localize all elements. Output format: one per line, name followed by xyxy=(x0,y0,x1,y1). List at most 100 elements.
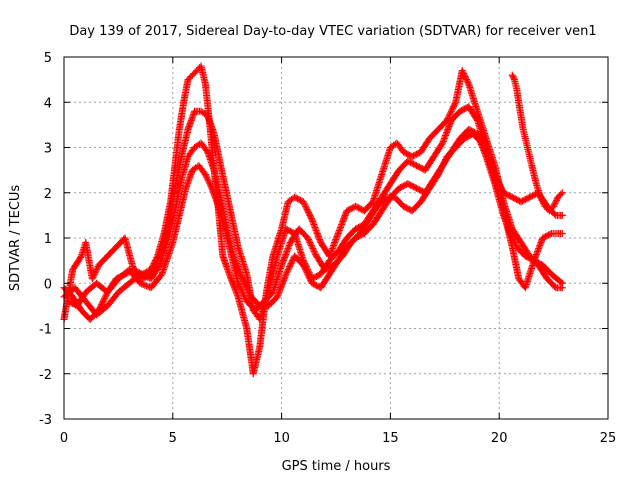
data-point xyxy=(286,263,294,271)
data-point xyxy=(302,202,310,210)
data-point xyxy=(303,269,311,277)
data-point xyxy=(460,71,468,79)
y-tick-label: 2 xyxy=(44,187,52,202)
data-point xyxy=(100,296,108,304)
chart-title: Day 139 of 2017, Sidereal Day-to-day VTE… xyxy=(69,24,596,39)
data-point xyxy=(136,279,144,287)
data-point xyxy=(304,270,312,278)
data-point xyxy=(446,110,454,118)
data-point xyxy=(307,240,315,248)
data-point xyxy=(473,115,481,123)
data-point xyxy=(539,198,547,206)
data-point xyxy=(138,271,146,279)
data-point xyxy=(438,163,446,171)
data-point xyxy=(283,269,291,277)
data-point xyxy=(245,288,253,296)
data-point xyxy=(550,202,558,210)
data-point xyxy=(546,230,554,238)
x-tick-label: 20 xyxy=(491,431,508,446)
x-tick-label: 5 xyxy=(169,431,177,446)
data-point xyxy=(300,199,308,207)
data-point xyxy=(381,195,389,203)
data-point xyxy=(309,245,317,253)
data-point xyxy=(537,195,545,203)
data-point xyxy=(450,101,458,109)
data-point xyxy=(238,287,246,295)
data-point xyxy=(458,67,466,75)
data-point xyxy=(91,269,99,277)
data-point xyxy=(451,100,459,108)
data-point xyxy=(509,73,517,81)
y-tick-label: 3 xyxy=(44,142,52,157)
data-point xyxy=(101,294,109,302)
data-point xyxy=(157,272,165,280)
data-point xyxy=(207,181,215,189)
data-point xyxy=(90,272,98,280)
data-point xyxy=(299,198,307,206)
data-point xyxy=(558,229,566,237)
data-point xyxy=(234,279,242,287)
data-point xyxy=(288,257,296,265)
y-tick-label: 5 xyxy=(44,51,52,66)
data-point xyxy=(205,178,213,186)
data-point xyxy=(204,177,212,185)
x-axis-label: GPS time / hours xyxy=(282,459,391,474)
y-tick-label: -2 xyxy=(39,368,52,383)
data-point xyxy=(89,273,97,281)
data-point xyxy=(300,263,308,271)
data-point xyxy=(463,76,471,84)
data-point xyxy=(307,213,315,221)
data-point xyxy=(461,73,469,81)
series-track-d xyxy=(64,130,566,314)
data-point xyxy=(538,196,546,204)
data-point xyxy=(101,293,109,301)
data-point xyxy=(285,264,293,272)
data-point xyxy=(243,284,251,292)
data-point xyxy=(90,270,98,278)
data-point xyxy=(448,106,456,114)
data-point xyxy=(284,266,292,274)
series-track-b xyxy=(60,103,566,323)
data-point xyxy=(235,281,243,289)
data-point xyxy=(98,299,106,307)
data-point xyxy=(239,290,247,298)
data-point xyxy=(88,275,96,283)
data-point xyxy=(307,242,315,250)
data-point xyxy=(437,165,445,173)
data-point xyxy=(440,159,448,167)
data-point xyxy=(241,281,249,289)
data-point xyxy=(436,166,444,174)
data-point xyxy=(552,198,560,206)
data-point xyxy=(237,285,245,293)
data-point xyxy=(202,172,210,180)
data-point xyxy=(303,205,311,213)
data-point xyxy=(445,112,453,120)
data-point xyxy=(239,276,247,284)
data-point xyxy=(305,273,313,281)
data-point xyxy=(510,74,518,82)
data-point xyxy=(206,180,214,188)
data-point xyxy=(450,103,458,111)
data-point xyxy=(302,266,310,274)
data-point xyxy=(307,276,315,284)
y-tick-label: 1 xyxy=(44,232,52,247)
data-point xyxy=(287,260,295,268)
data-point xyxy=(207,183,215,191)
data-point xyxy=(449,104,457,112)
x-tick-label: 25 xyxy=(600,431,617,446)
data-point xyxy=(537,193,545,201)
y-tick-label: -1 xyxy=(39,323,52,338)
data-point xyxy=(306,275,314,283)
data-point xyxy=(459,68,467,76)
data-point xyxy=(77,253,85,261)
data-point xyxy=(464,79,472,87)
data-point xyxy=(139,271,147,279)
data-point xyxy=(463,77,471,85)
data-points xyxy=(60,62,566,378)
data-point xyxy=(558,189,566,197)
data-point xyxy=(304,207,312,215)
x-tick-label: 15 xyxy=(382,431,399,446)
data-point xyxy=(98,300,106,308)
data-point xyxy=(308,243,316,251)
